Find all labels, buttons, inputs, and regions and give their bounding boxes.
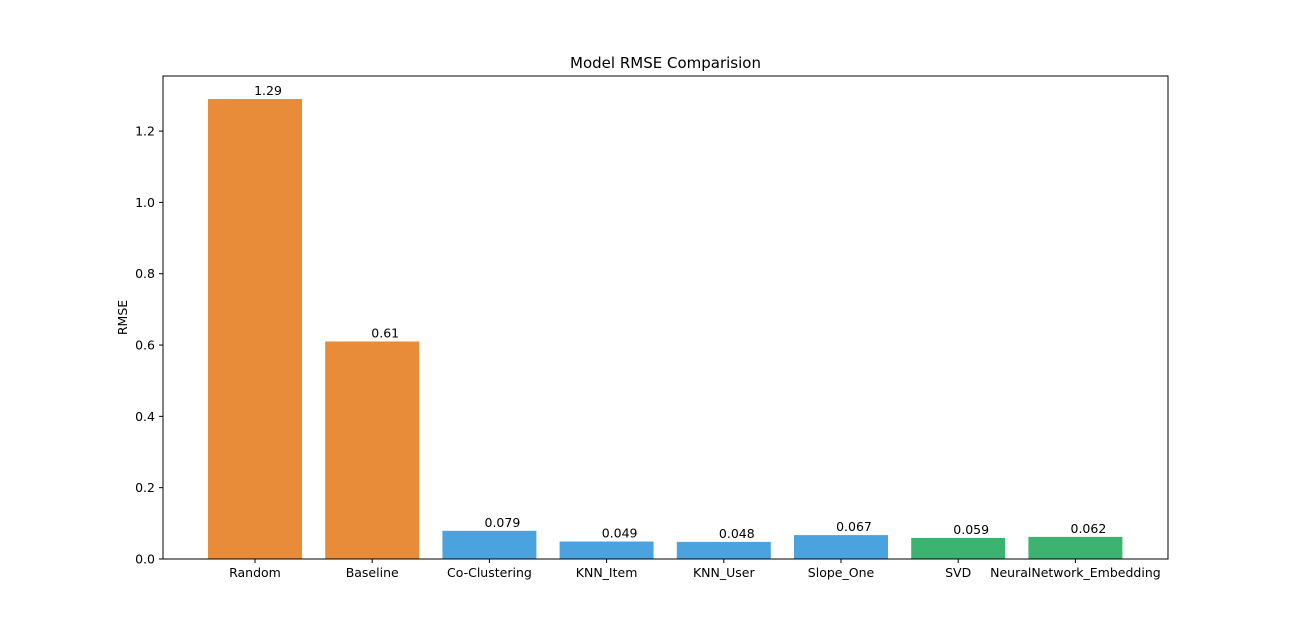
bar-baseline	[325, 341, 420, 559]
value-labels-group: 1.29 0.61 0.079 0.049 0.048 0.067 0.059 0.062	[254, 83, 1106, 541]
data-label: 0.079	[485, 515, 521, 530]
y-tick-label: 0.0	[135, 552, 155, 567]
data-label: 0.062	[1071, 521, 1107, 536]
data-label: 0.61	[371, 325, 399, 340]
data-label: 0.059	[953, 522, 989, 537]
x-tick-label: Co-Clustering	[447, 565, 532, 580]
data-label: 0.049	[602, 526, 638, 541]
bar-knn-item	[559, 541, 654, 559]
bar-random	[208, 99, 302, 559]
x-tick-label: NeuralNetwork_Embedding	[990, 565, 1161, 580]
bar-neuralnetwork-embedding	[1028, 536, 1123, 559]
data-label: 1.29	[254, 83, 282, 98]
plot-frame	[162, 75, 1169, 560]
y-tick-label: 0.8	[135, 266, 155, 281]
x-tick-label: KNN_Item	[576, 565, 638, 580]
y-tick-label: 1.0	[135, 195, 155, 210]
y-tick-label: 0.4	[135, 409, 155, 424]
x-tick-label: SVD	[945, 565, 971, 580]
bar-co-clustering	[442, 530, 537, 559]
bar-knn-user	[676, 541, 771, 559]
data-label: 0.067	[836, 519, 872, 534]
bar-svd	[911, 537, 1006, 559]
x-tick-label: Slope_One	[808, 565, 875, 580]
y-tick-label: 1.2	[135, 124, 155, 139]
y-axis-ticks: 0.0 0.2 0.4 0.6 0.8 1.0 1.2	[135, 124, 163, 567]
y-axis-label: RMSE	[115, 300, 130, 335]
x-axis-ticks: Random Baseline Co-Clustering KNN_Item KNN_U…	[229, 559, 1161, 580]
bar-slope-one	[794, 535, 888, 559]
x-tick-label: KNN_User	[693, 565, 756, 580]
chart-title: Model RMSE Comparision	[570, 54, 761, 72]
y-tick-label: 0.6	[135, 338, 155, 353]
y-tick-label: 0.2	[135, 480, 155, 495]
bars-group	[208, 99, 1123, 559]
x-tick-label: Random	[229, 565, 281, 580]
data-label: 0.048	[719, 526, 755, 541]
x-tick-label: Baseline	[346, 565, 399, 580]
